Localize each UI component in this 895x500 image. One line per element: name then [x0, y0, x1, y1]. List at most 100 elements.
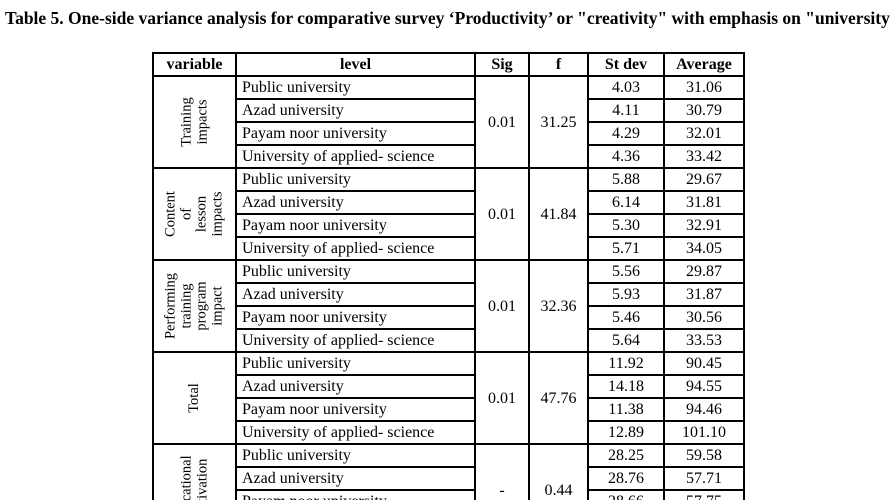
f-cell: 0.44 — [528, 443, 589, 500]
average-cell: 31.06 — [663, 75, 745, 100]
level-cell: Payam noor university — [235, 489, 476, 500]
table-row: Azad university 4.11 30.79 — [153, 98, 745, 123]
table-row: University of applied- science 12.89 101… — [153, 420, 745, 445]
average-cell: 57.71 — [663, 466, 745, 491]
stdev-cell: 4.36 — [587, 144, 665, 169]
stdev-cell: 5.56 — [587, 259, 665, 284]
variable-cell-total: Total — [152, 351, 237, 445]
average-cell: 31.87 — [663, 282, 745, 307]
variable-cell-content-of-lesson-impacts: Content of lesson impacts — [152, 167, 237, 261]
average-cell: 94.46 — [663, 397, 745, 422]
variable-label: Educational motivation — [177, 455, 210, 500]
table-row: Azad university 5.93 31.87 — [153, 282, 745, 307]
stdev-cell: 5.46 — [587, 305, 665, 330]
table-row: Training impacts Public university 0.01 … — [152, 75, 745, 169]
stdev-cell: 5.64 — [587, 328, 665, 353]
stdev-cell: 5.71 — [587, 236, 665, 261]
level-cell: University of applied- science — [235, 144, 476, 169]
stdev-cell: 4.29 — [587, 121, 665, 146]
average-cell: 33.42 — [663, 144, 745, 169]
variable-cell-training-impacts: Training impacts — [152, 75, 237, 169]
level-cell: University of applied- science — [235, 328, 476, 353]
level-cell: Azad university — [235, 374, 476, 399]
average-cell: 33.53 — [663, 328, 745, 353]
level-cell: Public university — [235, 351, 476, 376]
f-cell: 31.25 — [528, 75, 589, 169]
table-row: Payam noor university 11.38 94.46 — [153, 397, 745, 422]
header-stdev: St dev — [587, 52, 665, 77]
stdev-cell: 4.11 — [587, 98, 665, 123]
stdev-cell: 12.89 — [587, 420, 665, 445]
stdev-cell: 11.38 — [587, 397, 665, 422]
stdev-cell: 5.88 — [587, 167, 665, 192]
table-row: Educational motivation Public university… — [152, 443, 745, 500]
f-cell: 47.76 — [528, 351, 589, 445]
table-title: Table 5. One-side variance analysis for … — [5, 8, 890, 28]
variable-label: Performing training program impact — [162, 272, 226, 340]
average-cell: 31.81 — [663, 190, 745, 215]
variable-cell-educational-motivation: Educational motivation — [152, 443, 237, 500]
level-cell: Public university — [235, 167, 476, 192]
table-row: Performing training program impact Publi… — [152, 259, 745, 353]
variable-label: Training impacts — [177, 97, 210, 147]
header-row: variable level Sig f St dev Average — [152, 52, 745, 77]
table-row: Payam noor university 28.66 57.75 — [153, 489, 745, 500]
level-cell: Azad university — [235, 282, 476, 307]
table-row: University of applied- science 5.64 33.5… — [153, 328, 745, 353]
variable-label: Total — [185, 383, 202, 413]
header-average: Average — [663, 52, 745, 77]
level-cell: University of applied- science — [235, 420, 476, 445]
average-cell: 34.05 — [663, 236, 745, 261]
stdev-cell: 6.14 — [587, 190, 665, 215]
level-cell: Payam noor university — [235, 121, 476, 146]
stdev-cell: 14.18 — [587, 374, 665, 399]
table-row: Content of lesson impacts Public univers… — [152, 167, 745, 261]
header-level: level — [235, 52, 476, 77]
average-cell: 30.79 — [663, 98, 745, 123]
table-row: Payam noor university 5.46 30.56 — [153, 305, 745, 330]
average-cell: 32.01 — [663, 121, 745, 146]
f-cell: 32.36 — [528, 259, 589, 353]
table-row: University of applied- science 5.71 34.0… — [153, 236, 745, 261]
sig-cell: 0.01 — [474, 259, 530, 353]
table-row: Payam noor university 5.30 32.91 — [153, 213, 745, 238]
average-cell: 90.45 — [663, 351, 745, 376]
stdev-cell: 5.30 — [587, 213, 665, 238]
level-cell: Payam noor university — [235, 305, 476, 330]
sig-cell: 0.01 — [474, 167, 530, 261]
level-cell: Public university — [235, 259, 476, 284]
level-cell: Public university — [235, 443, 476, 468]
table-row: Azad university 6.14 31.81 — [153, 190, 745, 215]
level-cell: Azad university — [235, 190, 476, 215]
variance-table: variable level Sig f St dev Average Trai… — [152, 52, 745, 500]
sig-cell: 0.01 — [474, 351, 530, 445]
header-variable: variable — [152, 52, 237, 77]
header-sig: Sig — [474, 52, 530, 77]
stdev-cell: 28.76 — [587, 466, 665, 491]
level-cell: University of applied- science — [235, 236, 476, 261]
table-row: Azad university 28.76 57.71 — [153, 466, 745, 491]
average-cell: 29.67 — [663, 167, 745, 192]
stdev-cell: 11.92 — [587, 351, 665, 376]
sig-cell: - — [474, 443, 530, 500]
average-cell: 29.87 — [663, 259, 745, 284]
level-cell: Public university — [235, 75, 476, 100]
sig-cell: 0.01 — [474, 75, 530, 169]
stdev-cell: 5.93 — [587, 282, 665, 307]
average-cell: 57.75 — [663, 489, 745, 500]
table-row: Azad university 14.18 94.55 — [153, 374, 745, 399]
header-f: f — [528, 52, 589, 77]
average-cell: 94.55 — [663, 374, 745, 399]
level-cell: Azad university — [235, 466, 476, 491]
average-cell: 32.91 — [663, 213, 745, 238]
level-cell: Azad university — [235, 98, 476, 123]
variable-label: Content of lesson impacts — [162, 191, 226, 237]
stdev-cell: 4.03 — [587, 75, 665, 100]
table-row: University of applied- science 4.36 33.4… — [153, 144, 745, 169]
average-cell: 30.56 — [663, 305, 745, 330]
stdev-cell: 28.25 — [587, 443, 665, 468]
table-row: Total Public university 0.01 47.76 11.92… — [152, 351, 745, 445]
table-row: Payam noor university 4.29 32.01 — [153, 121, 745, 146]
level-cell: Payam noor university — [235, 213, 476, 238]
